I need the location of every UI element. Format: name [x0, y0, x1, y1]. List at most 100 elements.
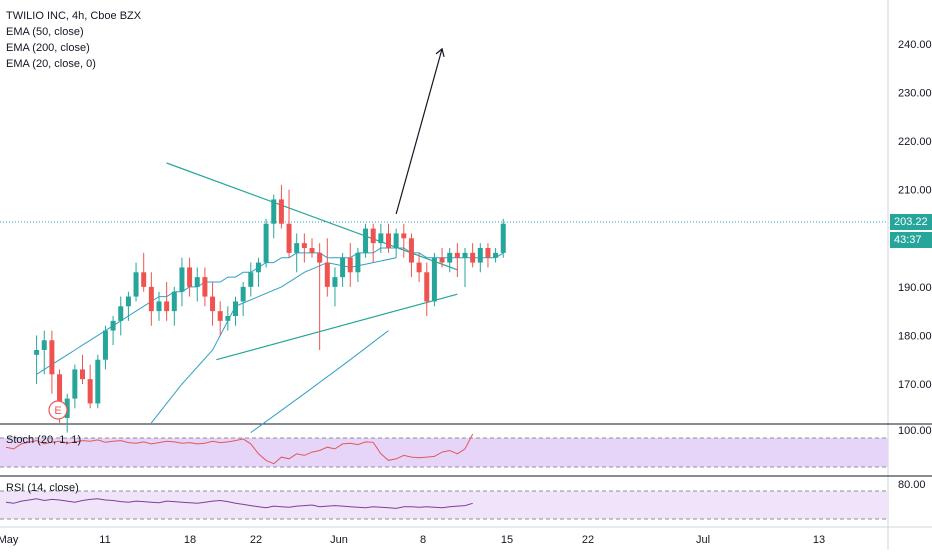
stoch-line — [5, 433, 474, 465]
earnings-icon[interactable] — [48, 400, 68, 420]
rsi-band — [0, 491, 888, 519]
candle — [194, 267, 200, 302]
candle — [386, 223, 391, 253]
price-tick-label: 210.00 — [898, 185, 932, 197]
candle — [378, 223, 384, 253]
candle-body — [386, 233, 391, 248]
candle-body — [454, 252, 460, 258]
candle — [87, 364, 93, 409]
candle-body — [301, 243, 307, 248]
countdown-tag: 43:37 — [890, 232, 932, 248]
candle-layer — [34, 184, 506, 433]
ema200-line — [250, 330, 389, 434]
candle-body — [179, 267, 185, 292]
candle-body — [233, 301, 238, 316]
candle-body — [125, 296, 131, 307]
time-tick-label: 22 — [250, 534, 262, 546]
time-tick-label: 8 — [420, 534, 426, 546]
earnings-marker-label: E — [54, 405, 61, 417]
candle — [125, 291, 131, 321]
candle — [187, 257, 193, 297]
candle-body — [324, 262, 330, 287]
candle — [470, 243, 476, 268]
candle-body — [225, 316, 231, 321]
candle-body — [72, 369, 78, 399]
legend-ema200[interactable]: EMA (200, close) — [6, 42, 90, 54]
candle-body — [485, 248, 491, 258]
projection-arrow — [395, 48, 443, 215]
candle — [133, 262, 139, 302]
candle-body — [370, 228, 376, 244]
candle-body — [80, 369, 85, 380]
stoch-tick-label: 100.00 — [898, 425, 932, 437]
oscillator-layer — [5, 433, 474, 509]
candle-body — [102, 330, 108, 360]
candle — [355, 248, 361, 282]
candle-body — [286, 223, 292, 253]
last-price-tag: 203.22 — [890, 214, 932, 230]
candle-body — [493, 252, 499, 258]
candle — [408, 233, 414, 278]
candle — [485, 243, 491, 268]
candle-body — [278, 199, 284, 224]
candle-body — [156, 301, 162, 312]
symbol-title[interactable]: TWILIO INC, 4h, Cboe BZX — [6, 10, 142, 22]
time-tick-label: Jul — [696, 534, 710, 546]
candle — [156, 291, 162, 321]
candle — [309, 238, 315, 258]
rsi-label[interactable]: RSI (14, close) — [6, 482, 79, 494]
indicator-legend: TWILIO INC, 4h, Cboe BZX EMA (50, close)… — [6, 8, 141, 72]
candle — [255, 257, 261, 287]
candle-body — [347, 257, 353, 273]
candle-body — [408, 238, 414, 263]
candle — [286, 189, 292, 258]
candle — [80, 354, 85, 384]
candle-body — [248, 272, 254, 287]
legend-ema20[interactable]: EMA (20, close, 0) — [6, 58, 96, 70]
time-tick-label: 18 — [184, 534, 196, 546]
candle — [171, 286, 177, 326]
candle — [202, 267, 208, 307]
candle — [141, 252, 147, 292]
candle-body — [133, 272, 139, 297]
time-tick-label: May — [0, 534, 19, 546]
candle-body — [500, 223, 506, 253]
candle-body — [340, 257, 346, 278]
candle-body — [57, 374, 63, 418]
candle-body — [118, 306, 124, 321]
candle-body — [477, 248, 483, 263]
time-tick-label: 11 — [99, 534, 110, 546]
candle-body — [171, 291, 177, 312]
candle-body — [294, 243, 300, 253]
time-tick-label: 15 — [501, 534, 513, 546]
candle-body — [41, 340, 47, 350]
candle-body — [439, 257, 445, 263]
candle — [424, 262, 430, 316]
candle-body — [87, 379, 93, 404]
candle-body — [332, 277, 338, 287]
legend-ema50[interactable]: EMA (50, close) — [6, 26, 84, 38]
candle — [278, 184, 284, 229]
candle — [72, 364, 78, 409]
time-tick-label: 22 — [582, 534, 594, 546]
candle-body — [164, 301, 170, 312]
trendline-layer[interactable] — [166, 47, 458, 361]
candle-body — [255, 262, 261, 273]
candle-body — [148, 286, 154, 312]
candle — [271, 194, 277, 239]
candle — [370, 223, 376, 263]
candle — [248, 262, 254, 297]
candle — [217, 301, 223, 336]
candle — [225, 306, 231, 331]
candle-body — [49, 340, 55, 375]
candle-body — [202, 277, 208, 297]
candle-body — [271, 199, 277, 224]
stoch-label[interactable]: Stoch (20, 1, 1) — [6, 434, 82, 446]
candle — [301, 233, 307, 263]
candle — [500, 218, 506, 258]
candle — [34, 335, 40, 384]
rsi-tick-label: 80.00 — [898, 479, 926, 491]
candle — [462, 248, 468, 287]
